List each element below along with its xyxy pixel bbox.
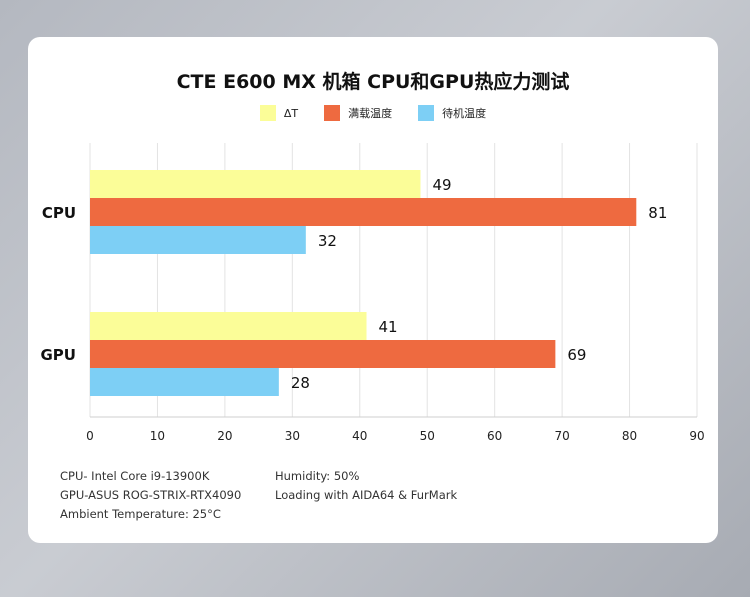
x-tick-label: 10 <box>150 429 165 443</box>
chart-title: CTE E600 MX 机箱 CPU和GPU热应力测试 <box>176 71 570 93</box>
category-label: CPU <box>42 204 76 222</box>
notes-left: CPU- Intel Core i9-13900K GPU-ASUS ROG-S… <box>60 467 241 524</box>
data-label: 28 <box>291 374 310 392</box>
data-label: 49 <box>432 176 451 194</box>
data-label: 32 <box>318 232 337 250</box>
bar <box>90 198 637 226</box>
x-tick-label: 20 <box>217 429 232 443</box>
note-loading: Loading with AIDA64 & FurMark <box>275 488 458 502</box>
x-tick-label: 80 <box>622 429 637 443</box>
x-tick-label: 30 <box>285 429 300 443</box>
bar <box>90 340 556 368</box>
note-humidity: Humidity: 50% <box>275 469 360 483</box>
x-tick-label: 50 <box>420 429 435 443</box>
legend-label: 待机温度 <box>442 107 487 120</box>
x-tick-label: 0 <box>86 429 94 443</box>
legend-item-full-load: 满载温度 <box>324 105 392 121</box>
legend-item-delta-t: ΔT <box>259 105 299 121</box>
bar-chart: 0 10 20 30 40 50 60 70 80 90 CPU 49 81 32 GPU 41 69 28 <box>41 143 705 443</box>
legend: ΔT 满载温度 待机温度 <box>28 105 718 121</box>
legend-swatch <box>418 105 435 121</box>
legend-label: ΔT <box>283 106 299 120</box>
bar <box>90 170 421 198</box>
data-label: 69 <box>567 346 586 364</box>
bar <box>90 226 306 254</box>
data-label: 81 <box>648 204 667 222</box>
note-gpu: GPU-ASUS ROG-STRIX-RTX4090 <box>60 488 242 502</box>
legend-label: 满载温度 <box>348 107 393 120</box>
legend-swatch <box>324 105 341 121</box>
legend-item-idle: 待机温度 <box>418 105 486 121</box>
x-tick-label: 60 <box>487 429 502 443</box>
category-label: GPU <box>41 346 77 364</box>
data-label: 41 <box>379 318 398 336</box>
x-tick-label: 40 <box>352 429 367 443</box>
x-tick-label: 90 <box>689 429 704 443</box>
x-tick-label: 70 <box>554 429 569 443</box>
note-ambient: Ambient Temperature: 25°C <box>60 507 221 521</box>
bar <box>90 312 367 340</box>
bar <box>90 368 279 396</box>
chart-card: CTE E600 MX 机箱 CPU和GPU热应力测试 ΔT 满载温度 待机温度… <box>28 37 718 543</box>
notes-right: Humidity: 50% Loading with AIDA64 & FurM… <box>275 467 457 505</box>
note-cpu: CPU- Intel Core i9-13900K <box>60 469 210 483</box>
legend-swatch <box>259 105 276 121</box>
